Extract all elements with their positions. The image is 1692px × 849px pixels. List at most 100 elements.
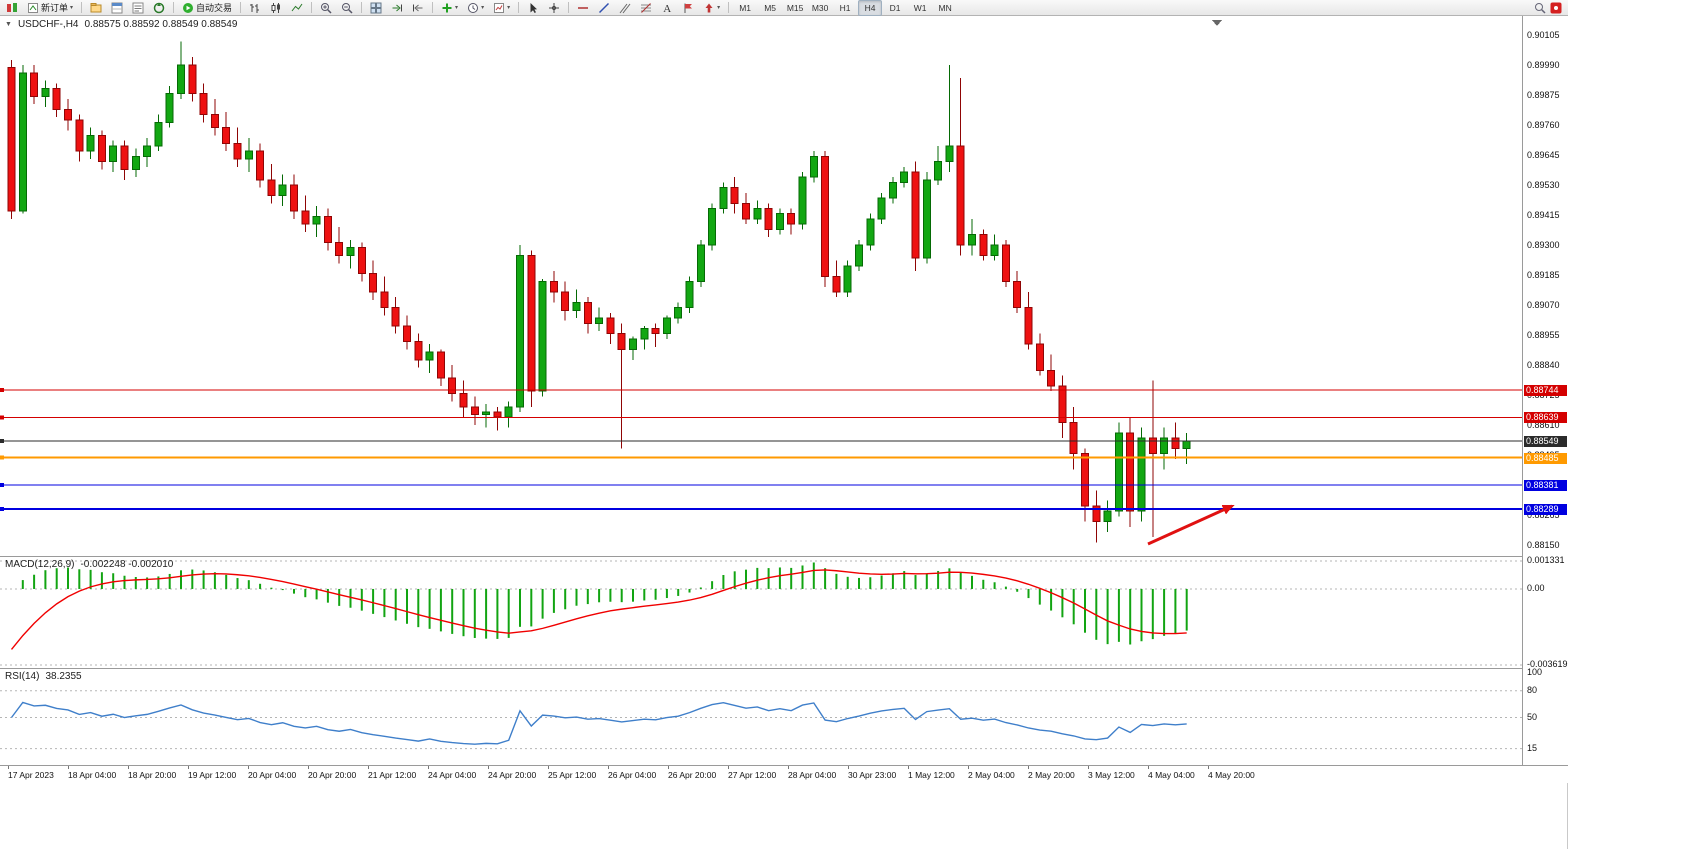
templates-button[interactable]: ▾ bbox=[489, 0, 514, 16]
arrows-tool-button[interactable]: ▾ bbox=[699, 0, 724, 16]
timeframe-h4-button[interactable]: H4 bbox=[858, 0, 883, 16]
hline-anchor[interactable] bbox=[0, 388, 4, 393]
zoom-in-button[interactable] bbox=[316, 0, 336, 16]
price-axis[interactable]: 0.90105 0.89990 0.89875 0.89760 0.89645 0.895… bbox=[1522, 16, 1568, 765]
candle-body bbox=[877, 197, 886, 220]
price-badge-0.88549: 0.88549 bbox=[1524, 435, 1567, 447]
candle-body bbox=[685, 281, 694, 309]
rsi-value: 38.2355 bbox=[45, 671, 82, 682]
macd-pane[interactable]: MACD(12,26,9) -0.002248 -0.002010 bbox=[0, 556, 1522, 669]
time-label: 4 May 20:00 bbox=[1208, 770, 1255, 780]
timeframe-m5-button[interactable]: M5 bbox=[764, 2, 777, 13]
price-chart-pane[interactable]: ▼ USDCHF-,H4 0.88575 0.88592 0.88549 0.8… bbox=[0, 16, 1522, 556]
autotrading-button[interactable]: 自动交易 bbox=[178, 0, 236, 16]
timeframe-w1-button[interactable]: W1 bbox=[913, 2, 927, 13]
fibonacci-button[interactable] bbox=[636, 0, 656, 16]
candlestick-chart[interactable] bbox=[0, 16, 1522, 556]
candle-body bbox=[312, 215, 321, 225]
auto-scroll-button[interactable] bbox=[387, 0, 407, 16]
time-label: 26 Apr 04:00 bbox=[608, 770, 657, 780]
trendline-button[interactable] bbox=[594, 0, 614, 16]
chart-shift-button[interactable] bbox=[408, 0, 428, 16]
cursor-button[interactable] bbox=[523, 0, 543, 16]
candle-body bbox=[809, 155, 818, 178]
channel-button[interactable] bbox=[615, 0, 635, 16]
hline-anchor[interactable] bbox=[0, 506, 4, 511]
bar-chart-mode-button[interactable] bbox=[245, 0, 265, 16]
tile-windows-button[interactable] bbox=[366, 0, 386, 16]
zoom-out-button[interactable] bbox=[337, 0, 357, 16]
periods-button[interactable]: ▾ bbox=[463, 0, 488, 16]
line-chart-mode-button[interactable] bbox=[287, 0, 307, 16]
horizontal-line-button[interactable] bbox=[573, 0, 593, 16]
candle-body bbox=[617, 333, 626, 350]
navigator-button[interactable] bbox=[149, 0, 169, 16]
macd-values: -0.002248 -0.002010 bbox=[80, 559, 174, 570]
timeframe-mn-button[interactable]: MN bbox=[938, 2, 952, 13]
search-icon[interactable] bbox=[1534, 2, 1546, 14]
candle-body bbox=[979, 234, 988, 256]
candle-body bbox=[380, 291, 389, 309]
hline-anchor[interactable] bbox=[0, 482, 4, 487]
rsi-label: RSI(14) 38.2355 bbox=[5, 671, 82, 682]
candle-body bbox=[131, 155, 140, 170]
price-tick-label: 0.89645 bbox=[1527, 150, 1560, 161]
candle-body bbox=[538, 281, 547, 392]
toolbar-separator bbox=[361, 2, 363, 13]
rsi-axis-label: 50 bbox=[1527, 711, 1538, 722]
price-badge-0.88485: 0.88485 bbox=[1524, 452, 1567, 464]
indicators-button[interactable]: ▾ bbox=[437, 0, 462, 16]
time-label: 19 Apr 12:00 bbox=[188, 770, 237, 780]
candle-body bbox=[775, 213, 784, 230]
time-tick bbox=[608, 766, 609, 769]
time-tick bbox=[308, 766, 309, 769]
candle-body bbox=[595, 317, 604, 324]
hline-anchor[interactable] bbox=[0, 438, 4, 443]
notification-icon[interactable] bbox=[1550, 2, 1562, 14]
hline-anchor[interactable] bbox=[0, 455, 4, 460]
price-tick-label: 0.89070 bbox=[1527, 300, 1560, 311]
candle-body bbox=[674, 307, 683, 319]
price-badge-0.88639: 0.88639 bbox=[1524, 412, 1567, 424]
rsi-chart[interactable] bbox=[0, 669, 1522, 766]
new-chart-button[interactable] bbox=[2, 0, 22, 16]
rsi-pane[interactable]: RSI(14) 38.2355 bbox=[0, 668, 1522, 766]
candle-body bbox=[640, 328, 649, 340]
text-tool-button[interactable]: A bbox=[657, 0, 677, 16]
time-label: 30 Apr 23:00 bbox=[848, 770, 897, 780]
candle-body bbox=[470, 406, 479, 416]
timeframe-m30-button[interactable]: M30 bbox=[811, 2, 829, 13]
label-flag-icon bbox=[684, 3, 693, 13]
timeframe-m15-button[interactable]: M15 bbox=[786, 2, 804, 13]
symbol-dropdown-icon[interactable]: ▼ bbox=[5, 21, 12, 28]
market-watch-button[interactable] bbox=[107, 0, 127, 16]
candle-body bbox=[821, 155, 830, 277]
crosshair-button[interactable] bbox=[544, 0, 564, 16]
data-window-button[interactable] bbox=[128, 0, 148, 16]
new-order-button[interactable]: 新订单 ▾ bbox=[23, 0, 77, 16]
timeframe-h1-button[interactable]: H1 bbox=[839, 2, 851, 13]
candle-body bbox=[403, 325, 411, 343]
candle-body bbox=[391, 307, 400, 327]
time-axis[interactable]: 17 Apr 2023 18 Apr 04:00 18 Apr 20:00 19 Ap… bbox=[0, 765, 1568, 783]
macd-label: MACD(12,26,9) -0.002248 -0.002010 bbox=[5, 559, 173, 570]
price-tick-label: 0.89185 bbox=[1527, 270, 1560, 281]
candlestick-mode-button[interactable] bbox=[266, 0, 286, 16]
candle-body bbox=[120, 145, 129, 170]
new-chart-icon bbox=[7, 2, 17, 12]
toolbar-separator bbox=[311, 2, 313, 13]
clock-icon bbox=[468, 2, 479, 13]
timeframe-m1-button[interactable]: M1 bbox=[739, 2, 752, 13]
chart-shift-icon bbox=[413, 4, 423, 11]
time-label: 2 May 04:00 bbox=[968, 770, 1015, 780]
text-label-button[interactable] bbox=[678, 0, 698, 16]
macd-chart[interactable] bbox=[0, 557, 1522, 669]
profiles-button[interactable] bbox=[86, 0, 106, 16]
timeframe-d1-button[interactable]: D1 bbox=[889, 2, 901, 13]
candle-body bbox=[369, 273, 378, 293]
hline-anchor[interactable] bbox=[0, 415, 4, 420]
chart-shift-marker[interactable] bbox=[1212, 20, 1222, 26]
candle-body bbox=[143, 145, 152, 157]
candle-body bbox=[1148, 437, 1157, 455]
annotation-arrow[interactable] bbox=[1147, 504, 1235, 546]
